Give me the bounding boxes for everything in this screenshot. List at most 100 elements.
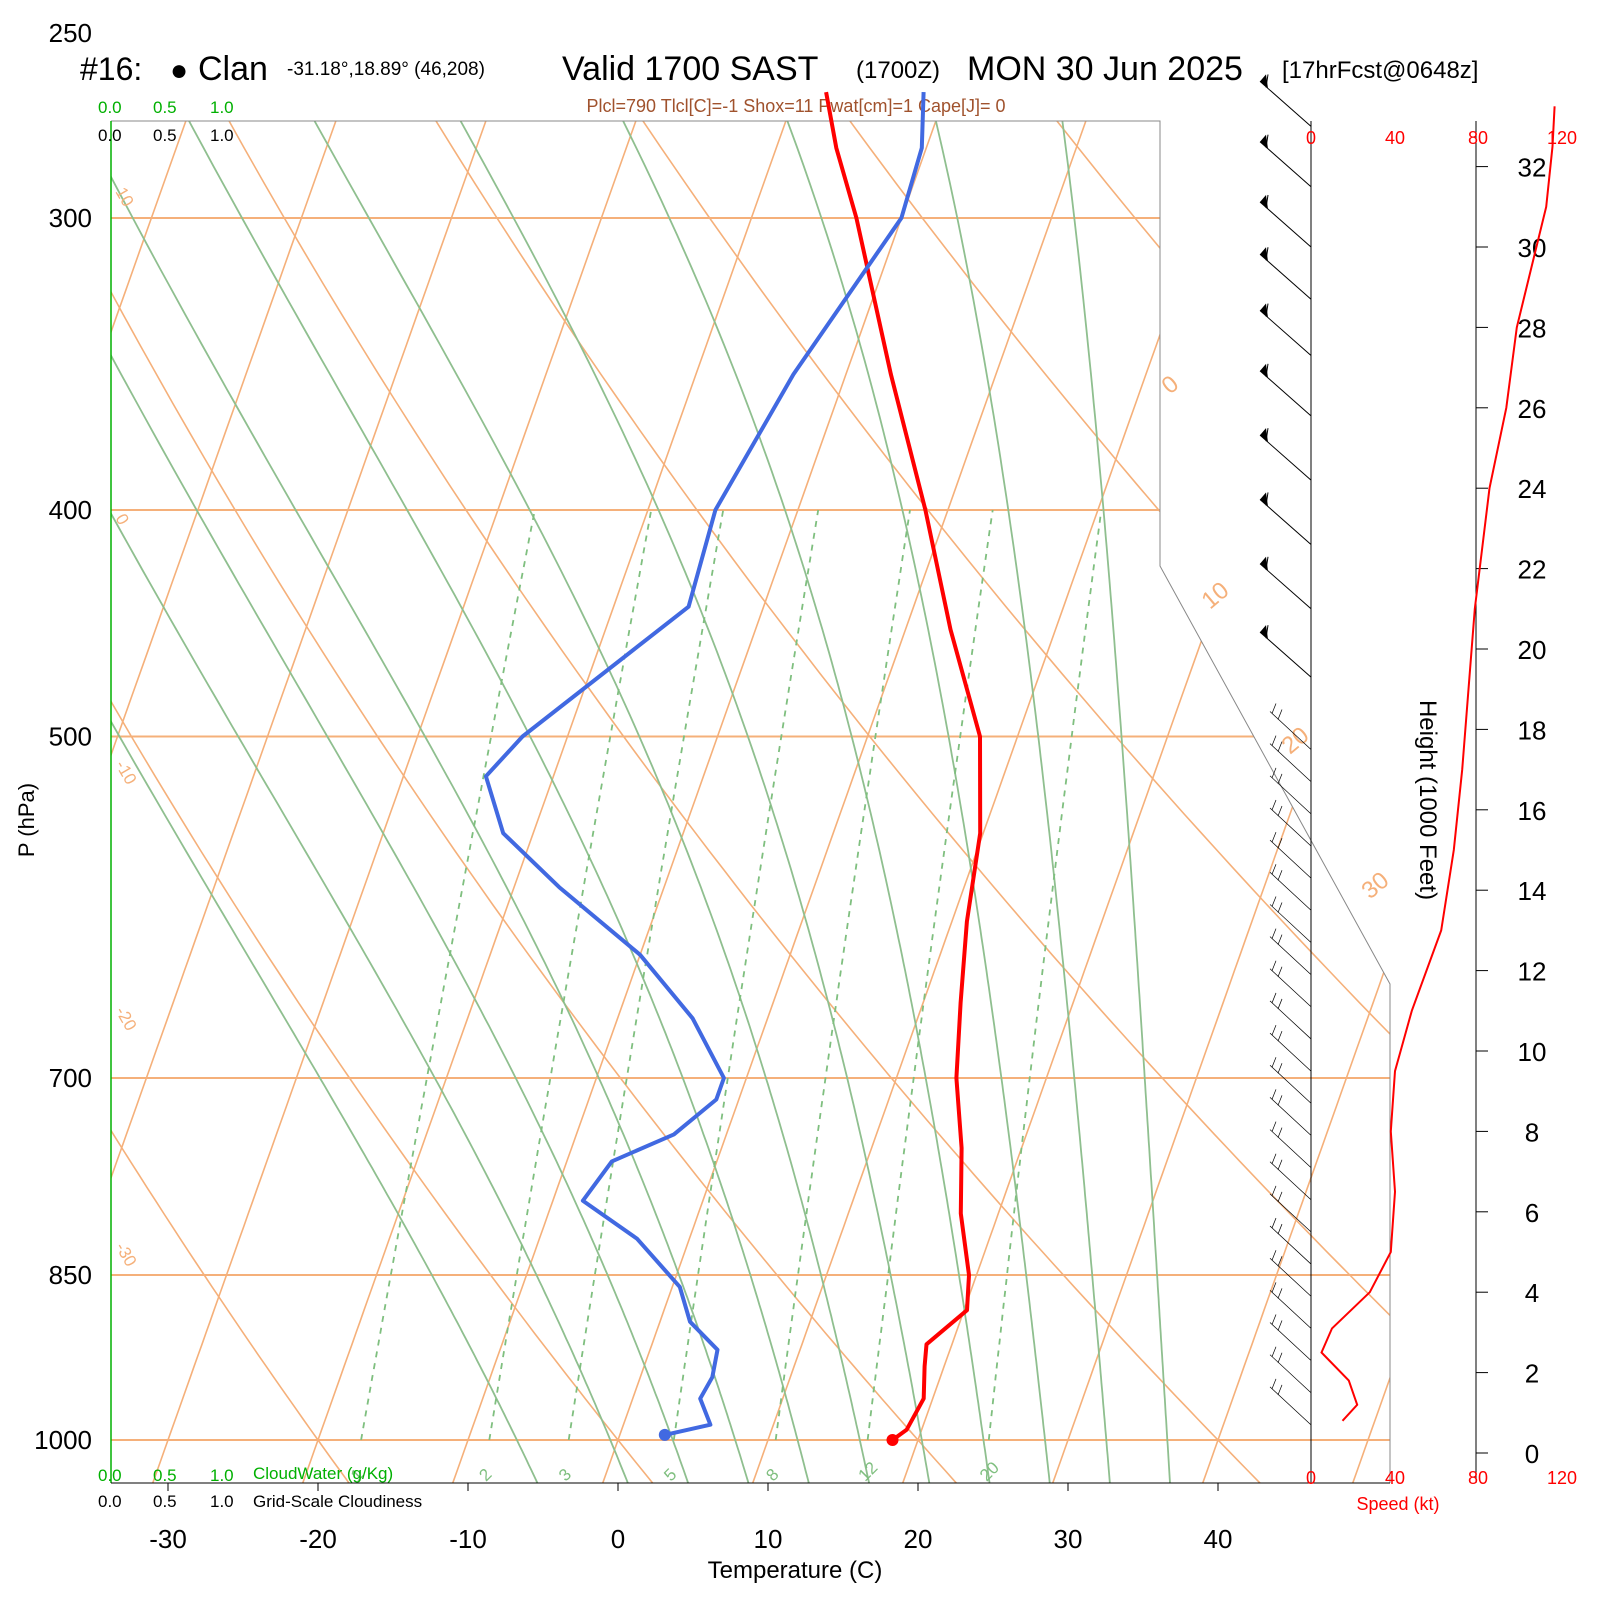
height-tick-label: 8	[1525, 1117, 1539, 1147]
wind-barb-feather	[1277, 1159, 1283, 1170]
wind-barb-feather	[1277, 838, 1283, 849]
plot-frame	[111, 120, 1391, 1483]
wind-speed-tick-label: 80	[1468, 128, 1488, 148]
wind-speed-line	[1320, 106, 1556, 1422]
wind-barb-feather	[1271, 1153, 1277, 1164]
wind-barb-feather	[1271, 1346, 1277, 1357]
isotherm-line	[1182, 121, 1390, 1483]
temperature-tick-label: 30	[1054, 1524, 1083, 1554]
wind-barb-staff	[1269, 1161, 1312, 1200]
wind-barb-staff	[1259, 563, 1312, 610]
wind-barb-feather	[1271, 960, 1277, 971]
cloudiness-tick: 0.5	[153, 1492, 177, 1511]
mixing-ratio-label: 8	[762, 1465, 782, 1485]
wind-barb-staff	[1269, 1386, 1312, 1426]
x-axis-title: Temperature (C)	[708, 1557, 883, 1584]
isotherm-line	[1032, 121, 1390, 1483]
wind-barb-staff	[1259, 310, 1312, 356]
wind-barb-feather	[1277, 1384, 1283, 1395]
height-axis-title: Height (1000 Feet)	[1414, 700, 1441, 900]
temperature-tick-label: 40	[1204, 1524, 1233, 1554]
cloudwater-tick: 1.0	[210, 1466, 234, 1485]
wind-barb-feather	[1271, 1250, 1277, 1261]
stability-indices: Plcl=790 Tlcl[C]=-1 Shox=11 Pwat[cm]=1 C…	[586, 96, 1005, 116]
wind-barb-staff	[1269, 872, 1312, 911]
pressure-tick-label: 500	[49, 721, 92, 751]
wind-speed-tick-label: 120	[1547, 128, 1577, 148]
isotherm-label: -30	[112, 1239, 141, 1270]
wind-barb-staff	[1259, 201, 1312, 248]
wind-barb-feather	[1265, 363, 1269, 377]
wind-barb-staff	[1259, 499, 1312, 545]
pressure-tick-label: 700	[49, 1063, 92, 1093]
height-tick-label: 32	[1518, 153, 1547, 183]
wind-speed-tick-label: 80	[1468, 1468, 1488, 1488]
wind-barb-feather	[1277, 741, 1283, 752]
height-tick-label: 0	[1525, 1439, 1539, 1469]
cloudwater-tick: 0.0	[98, 98, 122, 117]
wind-barb-feather	[1277, 1256, 1283, 1267]
moist-adiabat-line	[901, 121, 1112, 1483]
wind-barb-feather	[1277, 1063, 1283, 1074]
mixing-ratio-line	[488, 509, 653, 1441]
wind-barb-feather	[1271, 896, 1277, 907]
height-tick-label: 16	[1518, 796, 1547, 826]
wind-barb-staff	[1269, 904, 1312, 943]
dewpoint-profile	[483, 92, 926, 1437]
wind-barb-feather	[1277, 709, 1283, 720]
wind-barb-feather	[1271, 1282, 1277, 1293]
pressure-tick-label: 400	[49, 495, 92, 525]
mixing-ratio-line	[866, 509, 994, 1441]
wind-barb-staff	[1269, 968, 1312, 1008]
wind-barb-staff	[1259, 434, 1312, 481]
wind-barb-staff	[1269, 775, 1312, 815]
moist-adiabat-line	[555, 121, 992, 1483]
isotherm-label: 20	[1277, 722, 1315, 760]
wind-barb-feather	[1277, 1320, 1283, 1331]
height-tick-label: 18	[1518, 715, 1547, 745]
isotherm-line	[111, 121, 548, 1483]
wind-barb-feather	[1271, 928, 1277, 939]
isotherm-label: -10	[112, 757, 141, 788]
temperature-profile	[824, 91, 983, 1442]
moist-adiabat-line	[388, 121, 932, 1483]
wind-barb-feather	[1271, 1121, 1277, 1132]
dry-adiabat-line	[135, 121, 1314, 1483]
isotherm-line	[282, 121, 848, 1483]
wind-barb-feather	[1265, 556, 1269, 570]
cloudwater-label: CloudWater (g/Kg)	[253, 1464, 393, 1483]
station-name: Clan	[198, 50, 268, 88]
wind-barb-staff	[1269, 1257, 1312, 1297]
wind-speed-axis-title: Speed (kt)	[1356, 1494, 1439, 1514]
dry-adiabat-line	[530, 121, 1390, 1483]
wind-barb-feather	[1271, 799, 1277, 811]
moist-adiabat-line	[111, 121, 752, 1483]
wind-barb-staff	[1269, 1322, 1312, 1361]
temperature-tick-label: 0	[611, 1524, 625, 1554]
wind-barb-feather	[1277, 1191, 1283, 1203]
wind-barb-staff	[1269, 1354, 1312, 1393]
height-tick-label: 14	[1518, 876, 1547, 906]
wind-barb-feather	[1277, 934, 1283, 945]
cloudiness-tick: 1.0	[210, 126, 234, 145]
isotherm-line	[1484, 0, 1600, 1537]
station-marker: ●	[170, 54, 188, 87]
height-tick-label: 20	[1518, 635, 1547, 665]
wind-barb-feather	[1277, 1288, 1283, 1299]
isotherm-line	[432, 121, 998, 1483]
wind-speed-tick-label: 40	[1385, 128, 1405, 148]
wind-barb-staff	[1259, 81, 1312, 127]
wind-barb-feather	[1271, 767, 1277, 778]
cloudiness-scale-top: 0.0 0.5 1.0	[98, 126, 234, 145]
mixing-ratio-line	[672, 509, 820, 1441]
height-tick-label: 26	[1518, 394, 1547, 424]
cloudwater-scale-bottom: 0.0 0.5 1.0 CloudWater (g/Kg)	[98, 1464, 393, 1485]
mixing-ratio-label: 3	[555, 1465, 575, 1485]
wind-barb-feather	[1277, 805, 1283, 817]
y-axis-title: P (hPa)	[14, 783, 39, 857]
wind-barb-feather	[1277, 1095, 1283, 1106]
wind-barb-staff	[1259, 631, 1312, 678]
height-tick-label: 2	[1525, 1359, 1539, 1389]
